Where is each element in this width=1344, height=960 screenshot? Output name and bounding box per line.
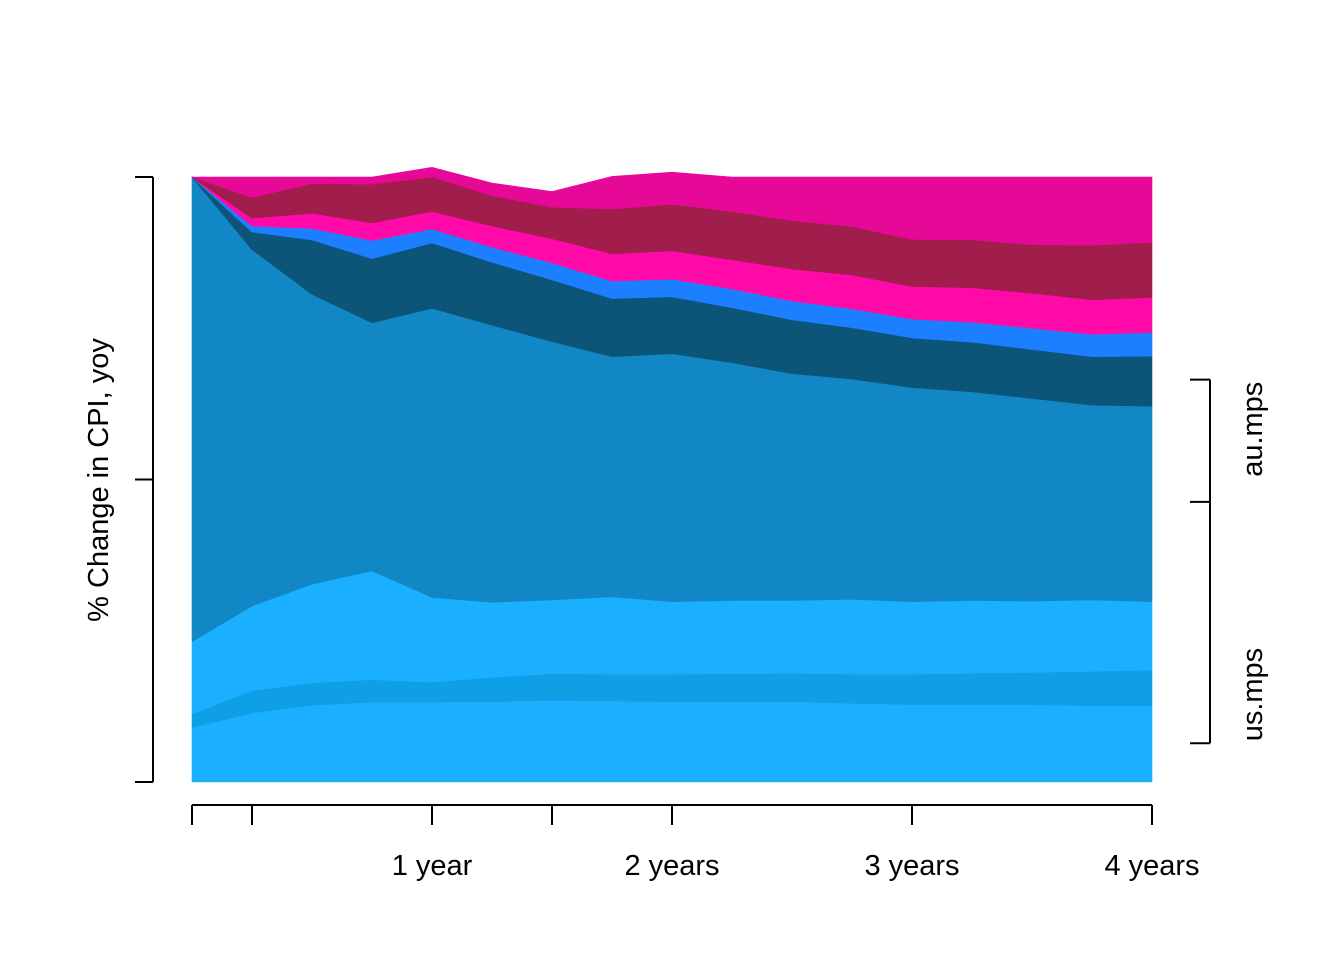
y-axis <box>135 176 154 783</box>
y-axis-title: % Change in CPI, yoy <box>83 338 115 622</box>
area-series-1 <box>191 700 1153 783</box>
x-tick-label: 3 years <box>864 850 959 882</box>
right-group-label: us.mps <box>1237 648 1269 741</box>
x-axis: 1 year 2 years 3 years 4 years <box>191 804 1200 882</box>
x-tick-label: 2 years <box>624 850 719 882</box>
x-tick-label: 1 year <box>392 850 473 882</box>
right-group-label: au.mps <box>1237 382 1269 477</box>
x-tick-label: 4 years <box>1104 850 1199 882</box>
area-series-9 <box>191 167 1153 246</box>
area-layers <box>191 167 1153 783</box>
right-group-axis: us.mps au.mps <box>1190 378 1269 745</box>
